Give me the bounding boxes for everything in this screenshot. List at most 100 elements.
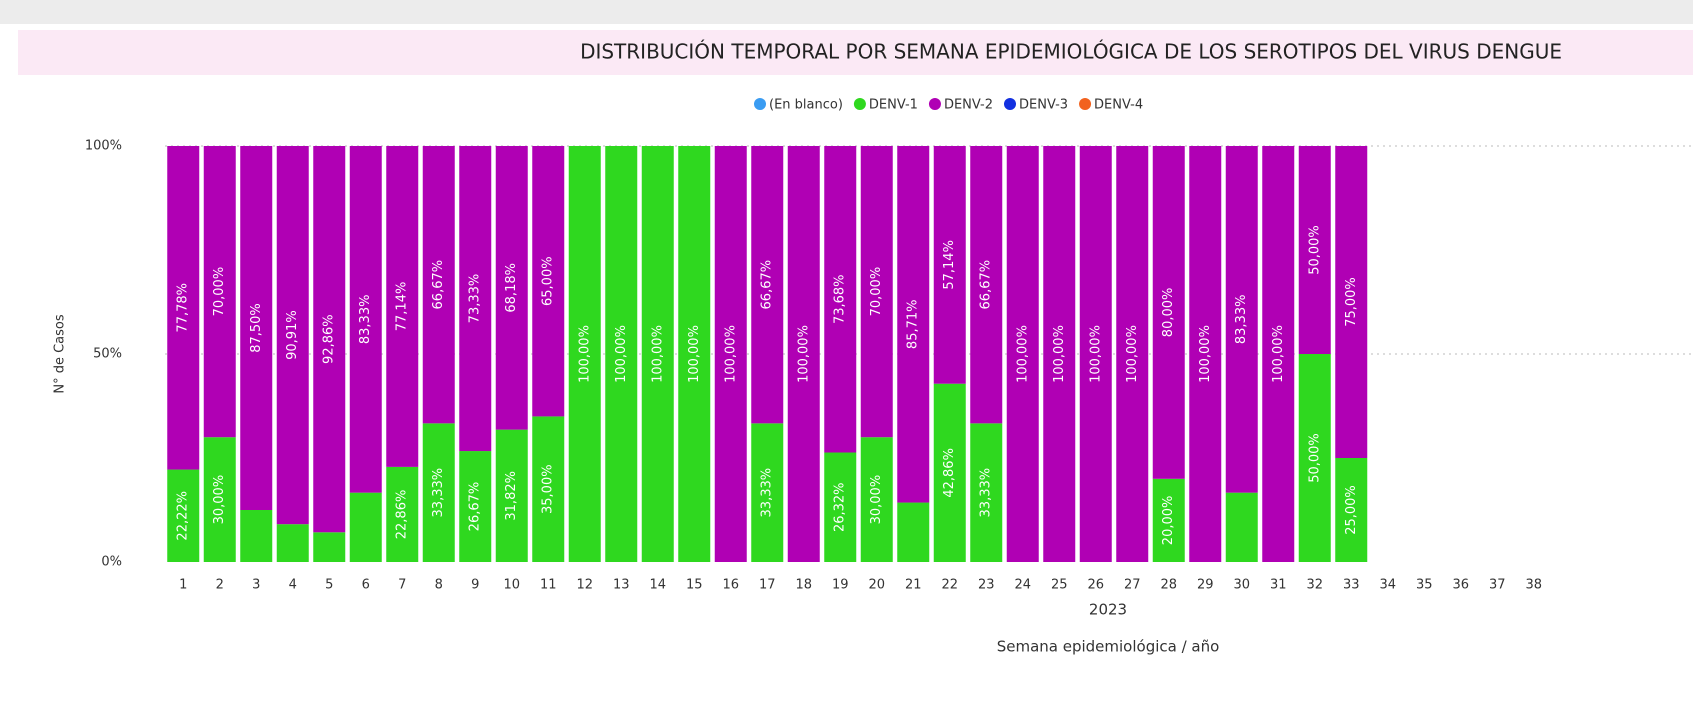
bar-segment [933, 146, 966, 384]
bar-segment [203, 437, 236, 562]
data-label: 100,00% [1198, 325, 1213, 383]
data-label: 100,00% [687, 325, 702, 383]
x-tick-label: 4 [289, 578, 297, 593]
bar-segment [897, 502, 930, 562]
x-tick-label: 25 [1051, 578, 1068, 593]
y-tick-label: 100% [85, 139, 122, 154]
top-band [0, 0, 1693, 24]
data-label: 75,00% [1344, 277, 1359, 327]
data-label: 100,00% [614, 325, 629, 383]
data-label: 50,00% [1307, 225, 1322, 275]
bar-segment [386, 466, 419, 562]
data-label: 83,33% [1234, 295, 1249, 345]
x-tick-label: 19 [832, 578, 849, 593]
bar-segment [459, 146, 492, 452]
data-label: 100,00% [1125, 325, 1140, 383]
bar-segment [568, 146, 601, 562]
chart-title: DISTRIBUCIÓN TEMPORAL POR SEMANA EPIDEMI… [580, 40, 1562, 64]
legend-label: DENV-2 [944, 98, 993, 113]
data-label: 100,00% [1088, 325, 1103, 383]
bar-segment [860, 146, 893, 438]
bar-segment [1298, 146, 1331, 354]
bar-segment [1152, 478, 1185, 562]
bar-segment [1225, 492, 1258, 562]
bar-segment [276, 524, 309, 562]
data-label: 31,82% [504, 471, 519, 521]
data-label: 70,00% [869, 267, 884, 317]
data-label: 92,86% [322, 314, 337, 364]
data-label: 70,00% [212, 267, 227, 317]
data-label: 66,67% [431, 260, 446, 310]
bar-segment [824, 146, 857, 453]
bar-segment [240, 510, 273, 562]
bar-segment [422, 146, 455, 424]
data-label: 100,00% [577, 325, 592, 383]
data-label: 33,33% [431, 468, 446, 518]
data-label: 77,78% [176, 283, 191, 333]
data-label: 26,67% [468, 482, 483, 532]
bar-segment [970, 423, 1003, 562]
bar-segment [1335, 458, 1368, 562]
data-label: 100,00% [1015, 325, 1030, 383]
x-tick-label: 38 [1525, 578, 1542, 593]
bar-segment [751, 423, 784, 562]
x-tick-label: 34 [1379, 578, 1396, 593]
legend-swatch [1004, 98, 1016, 110]
bar-segment [897, 146, 930, 503]
x-tick-label: 33 [1343, 578, 1360, 593]
bar-segment [751, 146, 784, 424]
bar-segment [641, 146, 674, 562]
x-tick-label: 2 [216, 578, 224, 593]
x-tick-label: 9 [471, 578, 479, 593]
legend-swatch [1079, 98, 1092, 110]
data-label: 42,86% [942, 448, 957, 498]
x-tick-label: 29 [1197, 578, 1214, 593]
data-label: 33,33% [760, 468, 775, 518]
data-label: 30,00% [212, 475, 227, 525]
x-tick-label: 8 [435, 578, 443, 593]
x-tick-label: 31 [1270, 578, 1287, 593]
bar-segment [1006, 146, 1039, 562]
legend-swatch [754, 98, 766, 110]
legend-label: DENV-3 [1019, 98, 1068, 113]
x-tick-label: 26 [1087, 578, 1104, 593]
x-tick-label: 10 [503, 578, 520, 593]
x-tick-label: 6 [362, 578, 370, 593]
title-band [18, 30, 1693, 75]
x-tick-label: 23 [978, 578, 995, 593]
x-tick-label: 20 [868, 578, 885, 593]
x-tick-label: 15 [686, 578, 703, 593]
data-label: 80,00% [1161, 288, 1176, 338]
data-label: 20,00% [1161, 496, 1176, 546]
data-label: 57,14% [942, 240, 957, 290]
bar-segment [1189, 146, 1222, 562]
legend-swatch [853, 98, 866, 110]
x-tick-label: 17 [759, 578, 776, 593]
data-label: 100,00% [796, 325, 811, 383]
x-tick-label: 21 [905, 578, 922, 593]
data-label: 22,22% [176, 491, 191, 541]
bar-segment [167, 469, 200, 562]
y-axis-label: N° de Casos [53, 314, 68, 394]
x-tick-label: 1 [179, 578, 187, 593]
bar-segment [1225, 146, 1258, 493]
data-label: 50,00% [1307, 433, 1322, 483]
x-tick-label: 22 [941, 578, 958, 593]
data-label: 100,00% [1271, 325, 1286, 383]
bar-segment [349, 146, 382, 493]
bar-segment [1262, 146, 1295, 562]
x-tick-label: 16 [722, 578, 739, 593]
legend-label: DENV-4 [1094, 98, 1143, 113]
data-label: 66,67% [760, 260, 775, 310]
data-label: 77,14% [395, 282, 410, 332]
x-tick-label: 11 [540, 578, 557, 593]
data-label: 100,00% [650, 325, 665, 383]
data-label: 68,18% [504, 263, 519, 313]
x-tick-label: 30 [1233, 578, 1250, 593]
bar-segment [313, 532, 346, 562]
bar-segment [787, 146, 820, 562]
bar-segment [678, 146, 711, 562]
bar-segment [1152, 146, 1185, 479]
x-tick-label: 32 [1306, 578, 1323, 593]
